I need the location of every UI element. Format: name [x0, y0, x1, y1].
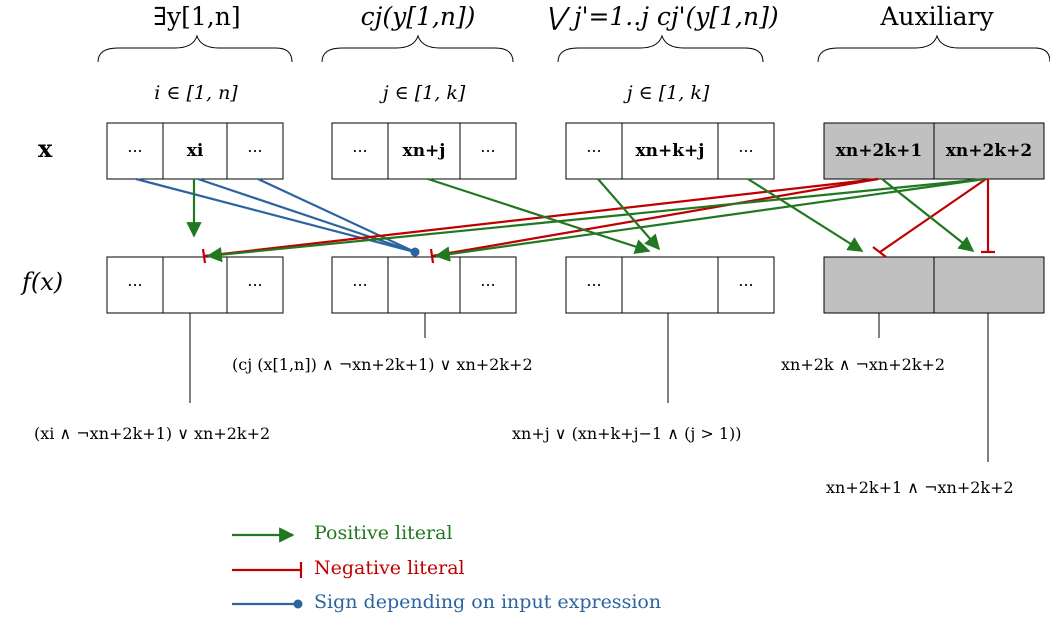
cell-xnkj: xn+k+j: [635, 141, 705, 161]
annotation-aux2: xn+2k+1 ∧ ¬xn+2k+2: [826, 478, 1014, 497]
annotation-clause: (cj (x[1,n]) ∧ ¬xn+2k+1) ∨ xn+2k+2: [232, 355, 533, 374]
output-cell-dots: [459, 256, 517, 314]
input-cell-dots: [717, 122, 775, 180]
brace-clause: [321, 34, 514, 63]
cell-dots: ···: [480, 275, 496, 295]
annotation-exists: (xi ∧ ¬xn+2k+1) ∨ xn+2k+2: [34, 424, 271, 443]
legend-negative: Negative literal: [314, 557, 465, 579]
output-row: [106, 256, 1045, 314]
cell-dots: ···: [127, 275, 143, 295]
input-cell-dots: [331, 122, 389, 180]
header-clause: cj(y[1,n]): [360, 2, 476, 31]
output-cell-dots: [717, 256, 775, 314]
cell-dots: ···: [586, 141, 602, 161]
cell-dots: ···: [738, 141, 754, 161]
cell-dots: ···: [247, 141, 263, 161]
annotation-disj: xn+j ∨ (xn+k+j−1 ∧ (j > 1)): [512, 424, 742, 443]
positive-edges: [186, 177, 986, 263]
group-braces: [97, 34, 1050, 63]
cell-dots: ···: [352, 275, 368, 295]
input-cell-dots: [226, 122, 284, 180]
brace-aux: [817, 34, 1050, 63]
cell-dots: ···: [127, 141, 143, 161]
output-cell-aux1: [823, 256, 935, 314]
output-cell-dots: [226, 256, 284, 314]
input-cell-aux1: [823, 122, 935, 180]
row-label-input: x: [38, 134, 53, 163]
cell-xnj: xn+j: [402, 141, 446, 161]
brace-disj: [557, 34, 764, 63]
cell-xi: xi: [186, 141, 204, 161]
sign-edges: [135, 177, 416, 254]
range-j-clause: j ∈ [1, k]: [382, 82, 466, 104]
range-j-disj: j ∈ [1, k]: [626, 82, 710, 104]
range-i: i ∈ [1, n]: [154, 82, 238, 104]
sign-edge-end: [410, 247, 420, 257]
cell-dots: ···: [247, 275, 263, 295]
header-auxiliary: Auxiliary: [880, 2, 994, 31]
cell-aux2: xn+2k+2: [945, 141, 1033, 161]
header-disjunction: ⋁ j'=1..j cj'(y[1,n]): [545, 2, 779, 31]
cell-aux1: xn+2k+1: [835, 141, 923, 161]
output-cell-dots: [106, 256, 164, 314]
brace-exists: [97, 34, 293, 63]
negative-edge-bars: [201, 246, 995, 264]
output-cell-nkj: [621, 256, 719, 314]
annotation-leaders: [189, 313, 989, 462]
legend-marks: [232, 527, 303, 609]
annotation-aux1: xn+2k ∧ ¬xn+2k+2: [781, 355, 946, 374]
cell-dots: ···: [480, 141, 496, 161]
negative-edges: [203, 177, 990, 258]
cell-dots: ···: [738, 275, 754, 295]
input-cell-aux2: [933, 122, 1045, 180]
input-cell-xnj: [387, 122, 461, 180]
output-cell-i: [162, 256, 228, 314]
output-cell-aux2: [933, 256, 1045, 314]
legend-sign: Sign depending on input expression: [314, 591, 662, 613]
cell-dots: ···: [352, 141, 368, 161]
header-exists: ∃y[1,n]: [153, 2, 241, 31]
input-cell-dots: [106, 122, 164, 180]
output-cell-dots: [565, 256, 623, 314]
cell-dots: ···: [586, 275, 602, 295]
legend-sign-dot: [293, 599, 303, 609]
row-label-output: f(x): [22, 268, 64, 296]
input-cell-dots: [459, 122, 517, 180]
output-cell-nj: [387, 256, 461, 314]
input-row: [106, 122, 1045, 180]
legend-positive: Positive literal: [314, 522, 453, 544]
